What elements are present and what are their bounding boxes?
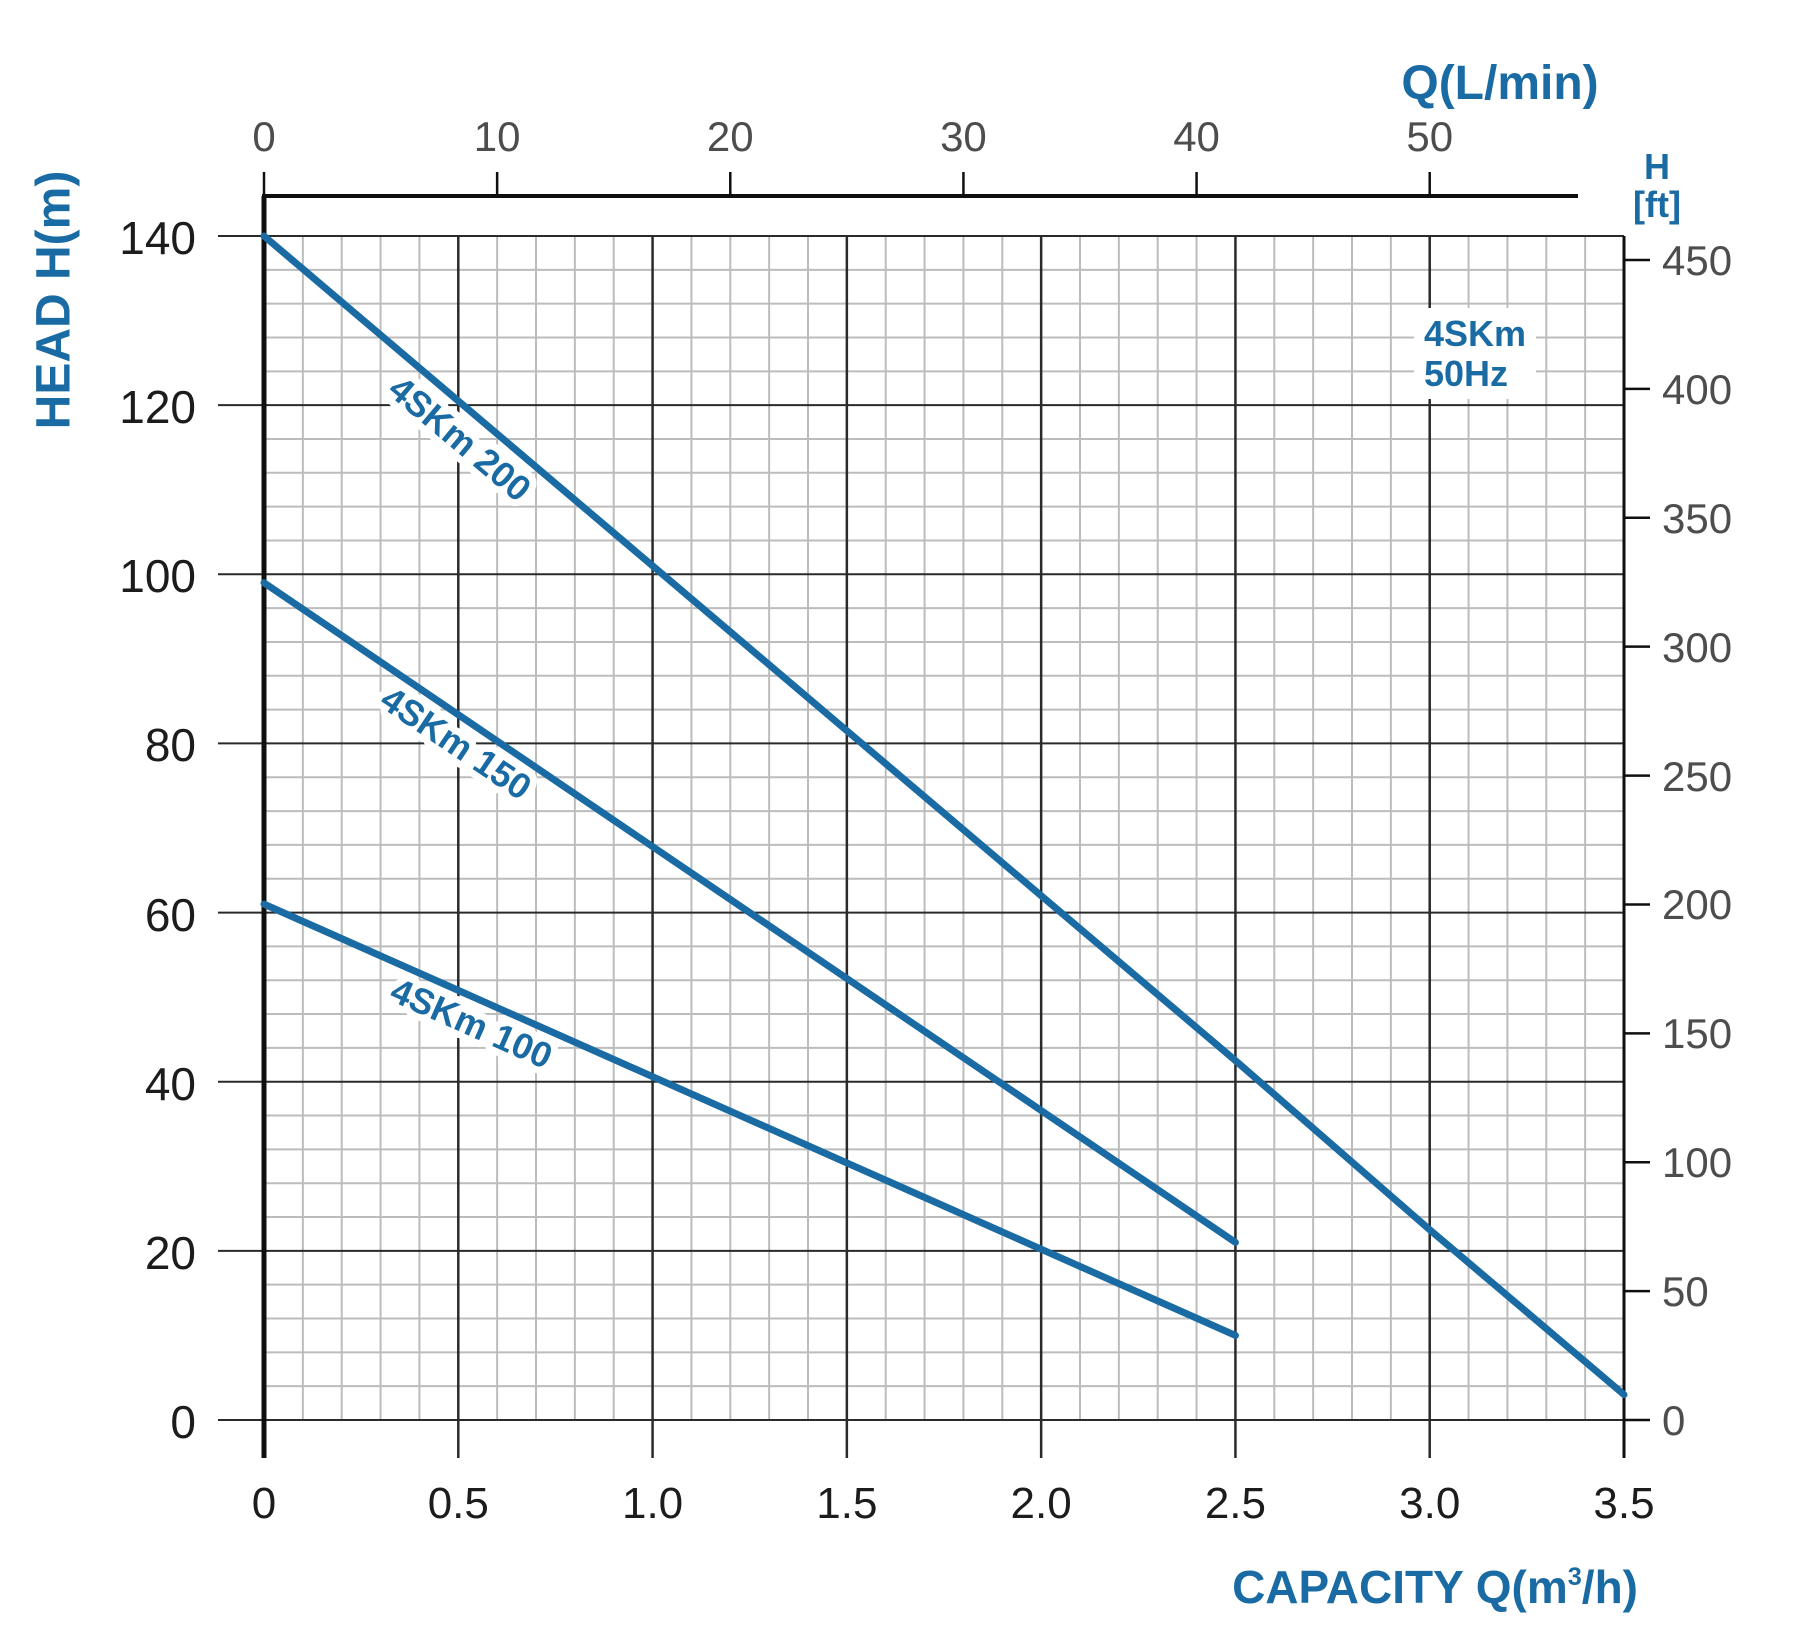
top-axis-tick-label: 50	[1406, 113, 1454, 160]
bottom-axis-title-sup: 3	[1567, 1563, 1582, 1591]
right-axis-title-line2: [ft]	[1633, 183, 1681, 225]
top-axis-tick-label: 30	[940, 113, 987, 160]
right-axis-tick-label: 250	[1662, 752, 1733, 800]
bottom-axis-tick-label: 3.0	[1399, 1479, 1461, 1528]
bottom-axis-tick-label: 2.0	[1010, 1479, 1072, 1528]
bottom-axis-title-pre: CAPACITY Q(m	[1232, 1561, 1568, 1613]
grid-major-lines	[218, 235, 1624, 1458]
bottom-axis-tick-label: 0.5	[427, 1479, 489, 1528]
right-axis-tick-label: 0	[1662, 1397, 1686, 1444]
bottom-axis-tick-label: 3.5	[1593, 1479, 1655, 1528]
grid-minor-lines	[264, 236, 1624, 1420]
bottom-axis-tick-label: 1.5	[816, 1479, 878, 1528]
top-axis-tick-label: 10	[473, 113, 521, 160]
bottom-axis-tick-label: 2.5	[1204, 1479, 1267, 1528]
pump-curves	[260, 232, 1628, 1399]
top-axis-tick-label: 40	[1173, 113, 1220, 160]
right-axis-title: H [ft]	[1612, 148, 1702, 224]
left-axis-tick-label: 20	[144, 1226, 196, 1279]
left-axis-tick-label: 100	[119, 550, 196, 603]
left-axis-tick-label: 60	[144, 888, 196, 941]
top-axis-tick-label: 20	[706, 113, 754, 160]
bottom-axis-title-post: /h)	[1581, 1561, 1638, 1613]
curve-4skm-150	[260, 579, 1239, 1246]
left-axis-tick-label: 120	[119, 381, 196, 434]
right-axis-tick-label: 100	[1662, 1139, 1733, 1187]
model-name-label: 4SKm	[1424, 313, 1527, 354]
right-axis-tick-label: 350	[1662, 494, 1733, 542]
right-axis-tick-label: 450	[1662, 237, 1733, 285]
left-axis-tick-label: 80	[144, 719, 196, 772]
bottom-axis-tick-label: 0	[251, 1479, 277, 1528]
axis-lines	[261, 194, 1626, 1458]
model-frequency-badge: 4SKm 50Hz	[1414, 308, 1537, 400]
curve-4skm-200	[260, 232, 1628, 1399]
curve-4skm-100	[260, 900, 1239, 1339]
right-axis-tick-label: 400	[1662, 365, 1733, 413]
right-axis-title-line1: H	[1644, 146, 1670, 187]
top-axis-tick-label: 0	[252, 113, 276, 160]
right-axis-tick-label: 200	[1662, 881, 1733, 929]
left-axis-tick-label: 0	[170, 1396, 196, 1448]
axis-tick-marks	[262, 172, 1650, 1422]
right-axis-tick-label: 300	[1662, 623, 1733, 671]
left-axis-tick-label: 140	[119, 212, 196, 264]
bottom-axis-tick-label: 1.0	[621, 1479, 684, 1528]
bottom-axis-title: CAPACITY Q(m3/h)	[1232, 1562, 1638, 1613]
right-axis-tick-label: 150	[1662, 1010, 1733, 1058]
left-axis-tick-label: 40	[144, 1057, 196, 1110]
right-axis-tick-label: 50	[1662, 1268, 1709, 1316]
model-frequency-label: 50Hz	[1424, 352, 1509, 394]
top-axis-title: Q(L/min)	[1401, 57, 1599, 110]
